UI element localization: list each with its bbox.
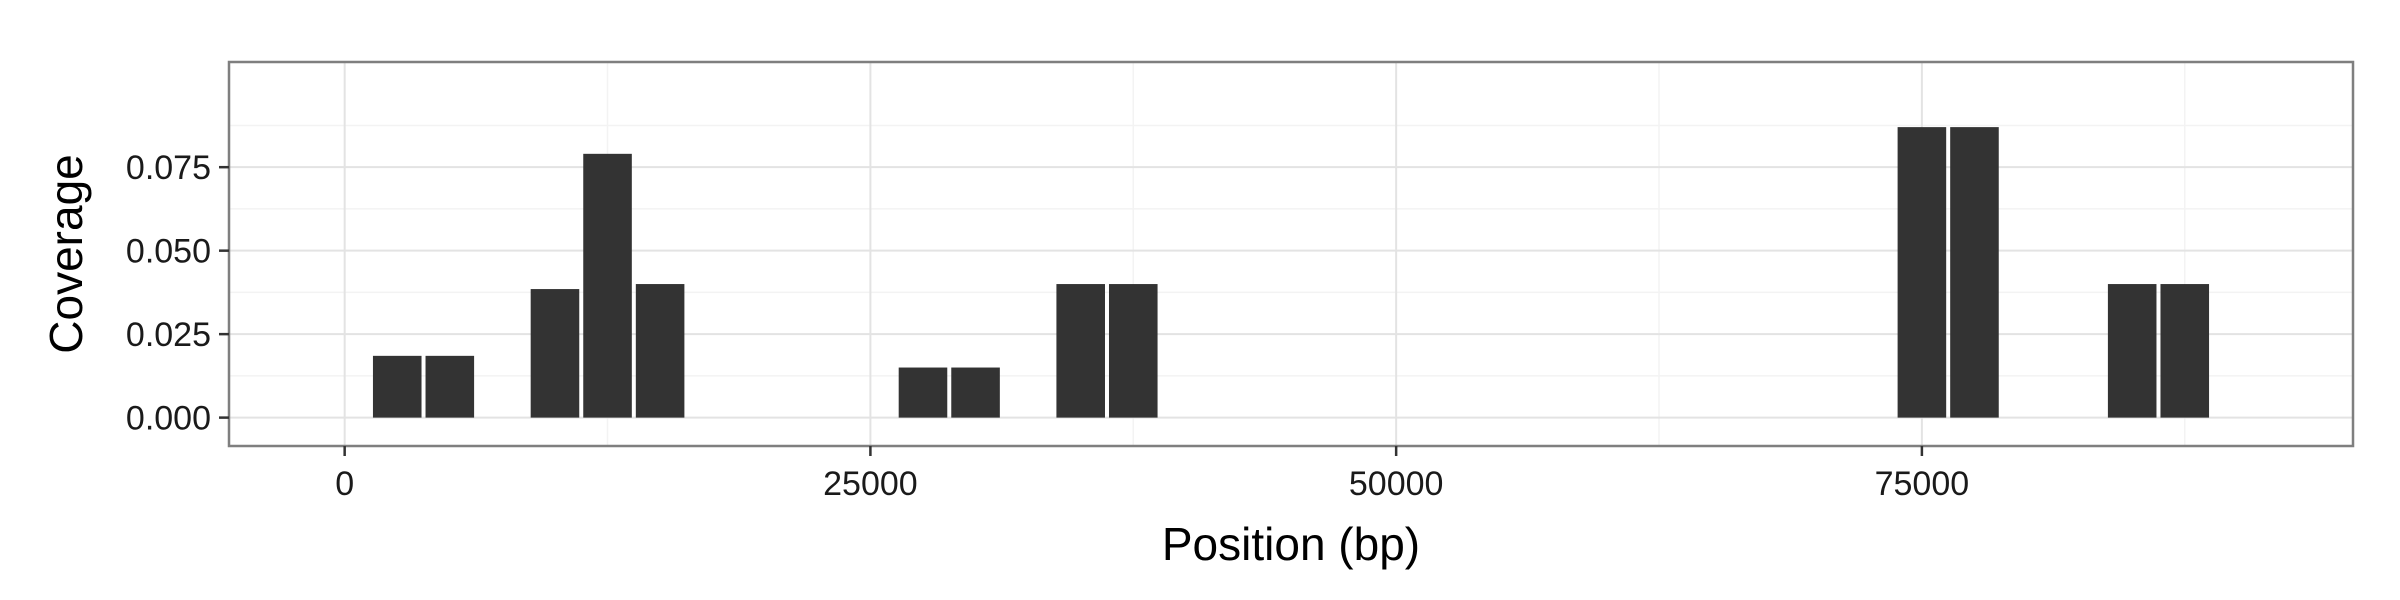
bar [2160, 284, 2210, 418]
x-tick-label: 75000 [1875, 465, 1970, 503]
bar [1950, 127, 1999, 418]
bar [2107, 284, 2157, 418]
y-axis-title: Coverage [40, 154, 92, 353]
bars [372, 127, 2210, 418]
plot-panel-border [227, 60, 2355, 448]
bar [898, 367, 948, 418]
x-tick-label: 25000 [823, 465, 918, 503]
grid [229, 62, 2353, 446]
bar [530, 289, 580, 418]
bar [1897, 127, 1947, 418]
bar [1056, 284, 1105, 418]
bar [372, 355, 422, 418]
x-axis-title: Position (bp) [1162, 518, 1420, 570]
axis-ticks: 0 25000 50000 75000 0.000 0.025 0.050 0.075 [126, 149, 1969, 503]
y-tick-label: 0.025 [126, 316, 211, 354]
y-tick-label: 0.000 [126, 400, 211, 438]
y-tick-label: 0.075 [126, 149, 211, 187]
y-tick-label: 0.050 [126, 233, 211, 271]
bar [635, 284, 685, 418]
bar [951, 367, 1000, 418]
bar [583, 153, 632, 418]
bar [1108, 284, 1158, 418]
x-tick-label: 50000 [1349, 465, 1444, 503]
bar [425, 355, 475, 418]
x-tick-label: 0 [335, 465, 354, 503]
